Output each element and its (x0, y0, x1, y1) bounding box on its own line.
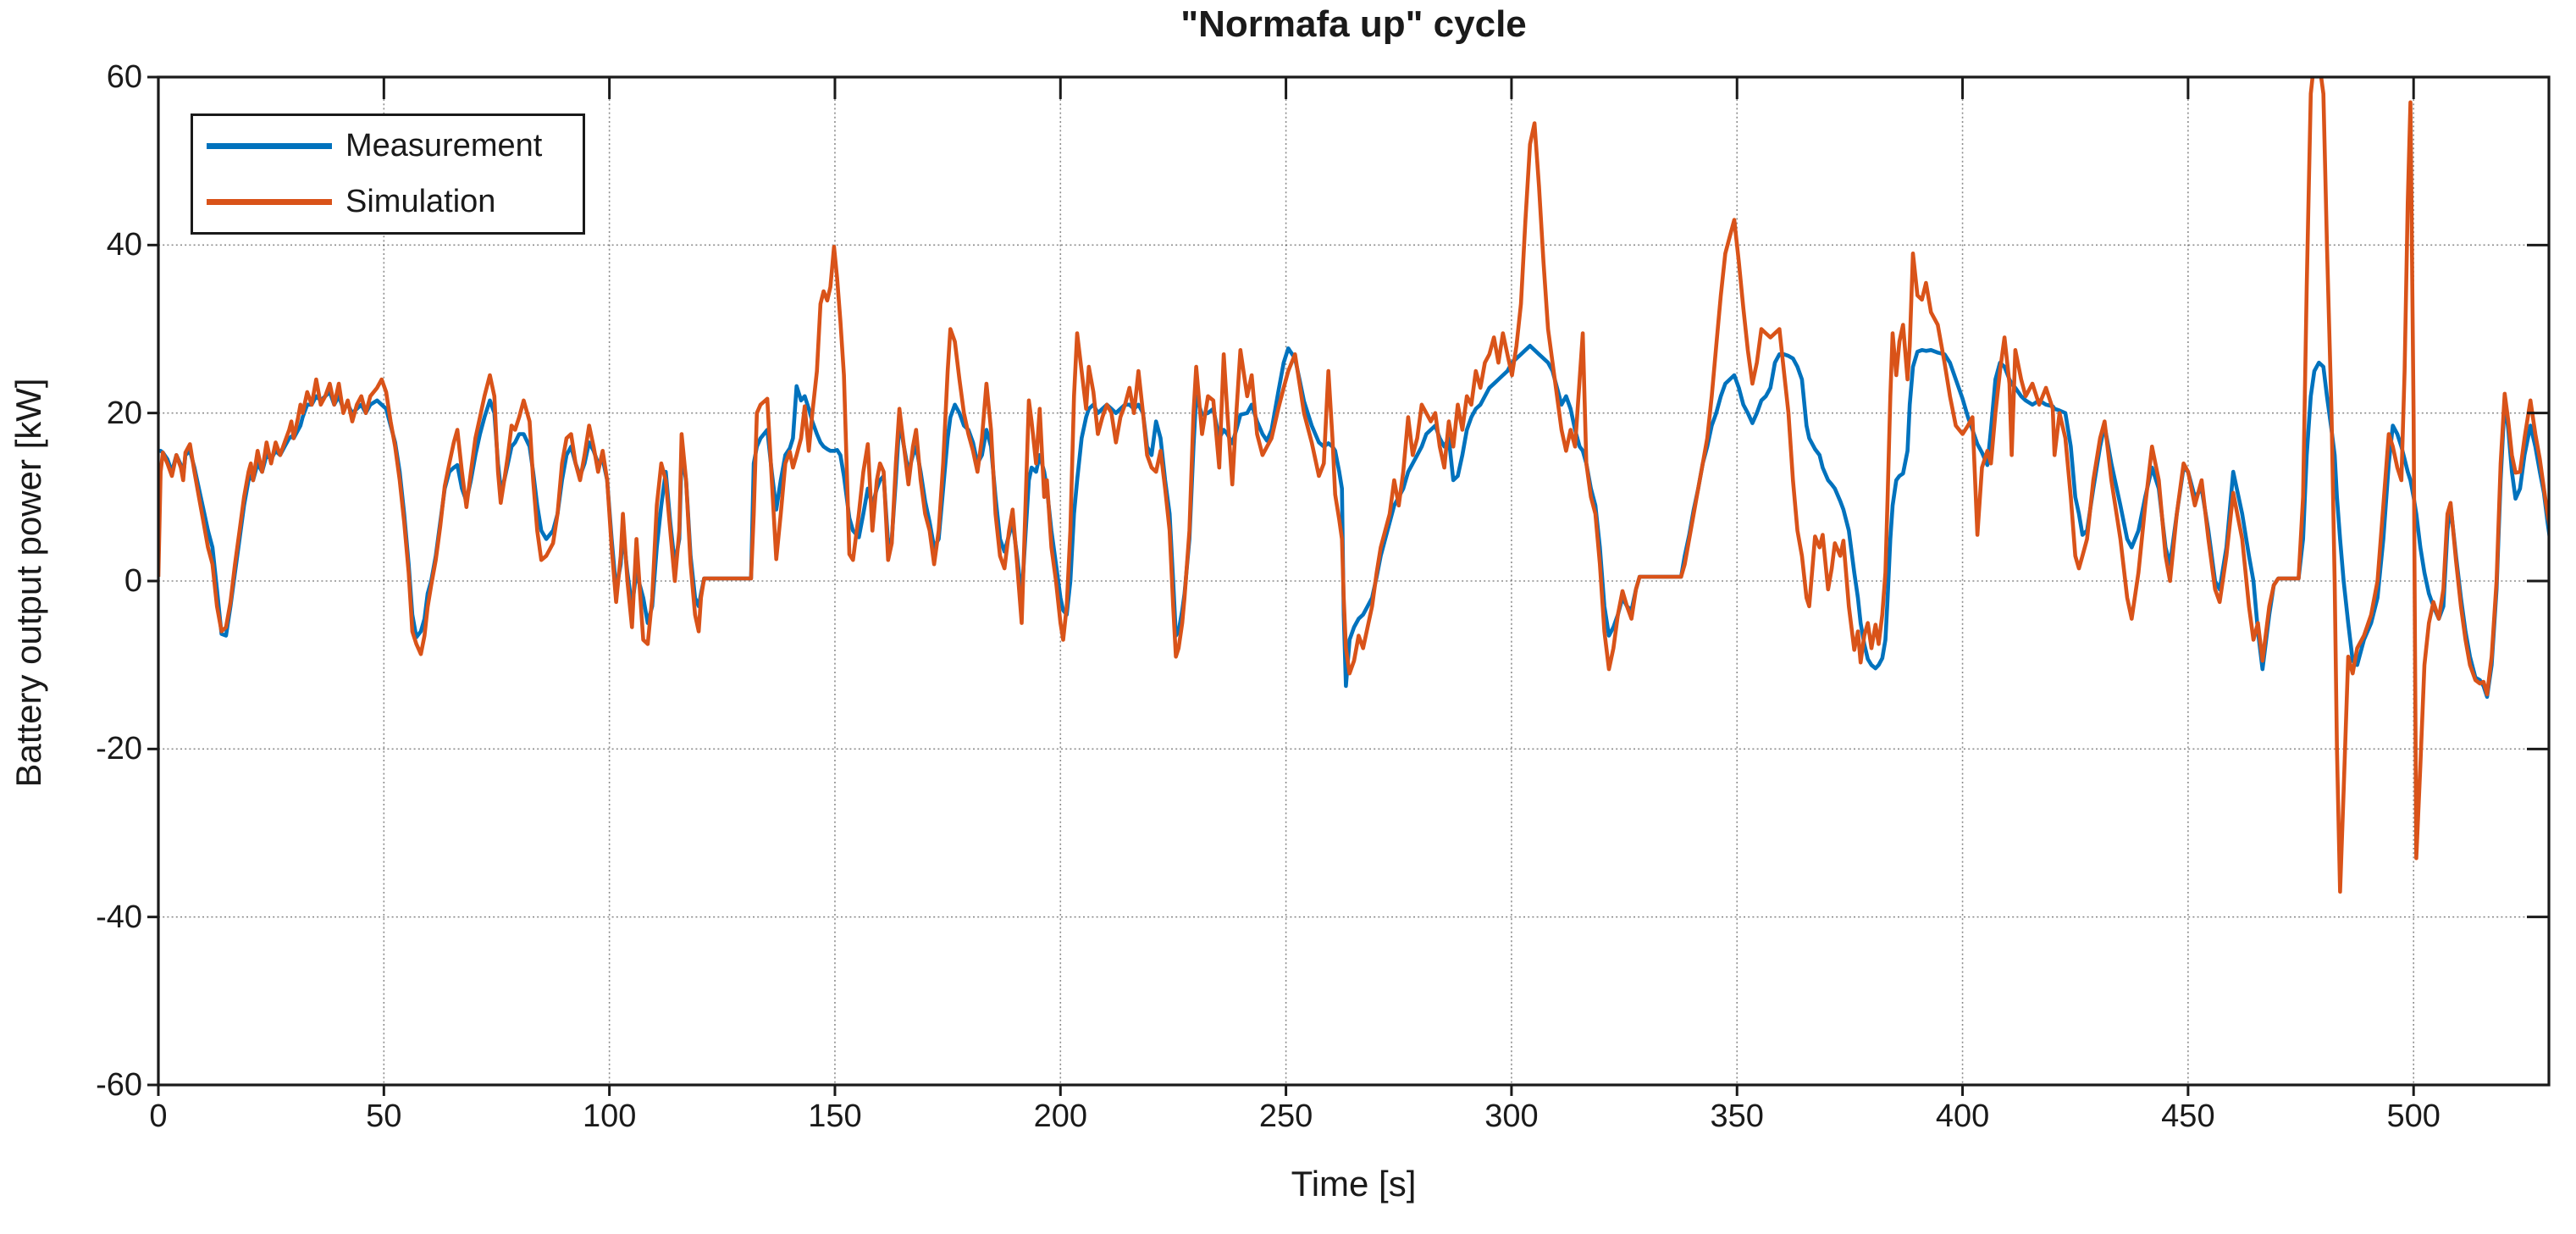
y-tick-label: -60 (96, 1067, 142, 1103)
x-tick-label: 350 (1710, 1098, 1764, 1134)
y-tick-label: 60 (106, 59, 142, 95)
x-tick-label: 400 (1935, 1098, 1990, 1134)
x-tick-label: 150 (808, 1098, 862, 1134)
simulation-line (158, 77, 2549, 894)
axes-group (147, 75, 2551, 1096)
x-tick-label: 50 (366, 1098, 402, 1134)
x-tick-label: 250 (1258, 1098, 1313, 1134)
x-tick-label: 300 (1484, 1098, 1539, 1134)
y-tick-label: 20 (106, 395, 142, 431)
y-tick-label: -20 (96, 731, 142, 767)
legend-item-measurement: Measurement (193, 119, 583, 172)
y-tick-label: -40 (96, 899, 142, 935)
x-tick-label: 200 (1033, 1098, 1087, 1134)
measurement-line (158, 343, 2549, 700)
chart-title: "Normafa up" cycle (1180, 3, 1527, 45)
x-tick-label: 100 (582, 1098, 637, 1134)
x-tick-label: 500 (2386, 1098, 2441, 1134)
measurement-line-swatch (207, 142, 332, 149)
legend: Measurement Simulation (191, 113, 585, 235)
x-axis-label: Time [s] (1291, 1164, 1417, 1204)
legend-label-simulation: Simulation (345, 184, 496, 220)
legend-item-simulation: Simulation (193, 176, 583, 229)
x-tick-label: 0 (149, 1098, 168, 1134)
legend-label-measurement: Measurement (345, 127, 543, 163)
axis-box (157, 75, 2551, 1087)
simulation-line-swatch (207, 199, 332, 206)
y-tick-label: 0 (124, 563, 142, 599)
y-tick-label: 40 (106, 227, 142, 263)
x-tick-label: 450 (2161, 1098, 2215, 1134)
